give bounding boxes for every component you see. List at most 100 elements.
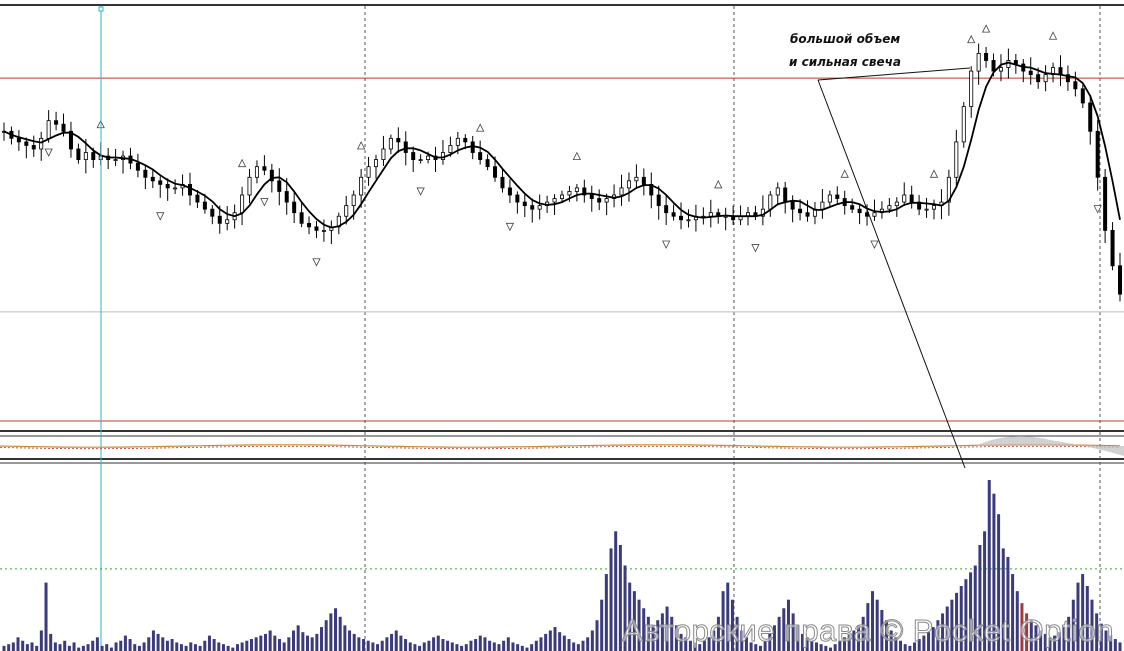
volume-bar <box>287 637 291 651</box>
volume-bar <box>95 637 99 651</box>
volume-bar <box>1043 633 1047 651</box>
volume-bar <box>455 644 459 651</box>
candle-body <box>634 176 639 182</box>
volume-bar <box>357 637 361 651</box>
volume-bar <box>1039 630 1043 651</box>
volume-bar <box>245 640 249 651</box>
volume-bar <box>656 620 660 651</box>
volume-bar <box>693 642 697 651</box>
volume-bar <box>777 616 781 651</box>
volume-bar <box>343 625 347 651</box>
volume-bar <box>460 645 464 651</box>
volume-bar <box>828 647 832 651</box>
volume-bar <box>488 640 492 651</box>
volume-bar <box>324 620 328 651</box>
candle-body <box>195 194 200 203</box>
volume-bar <box>885 620 889 651</box>
volume-bar <box>871 591 875 651</box>
volume-bar <box>77 647 81 651</box>
volume-bar <box>296 625 300 651</box>
volume-bar <box>572 642 576 651</box>
candle-body <box>522 201 527 207</box>
candle-body <box>619 187 624 196</box>
volume-bar <box>301 632 305 651</box>
volume-bar <box>707 637 711 651</box>
fractal-down-marker <box>260 198 269 207</box>
volume-bar <box>203 640 207 651</box>
volume-bar <box>1015 591 1019 651</box>
candle-body <box>991 60 996 72</box>
volume-bar <box>446 640 450 651</box>
volume-bar <box>240 642 244 651</box>
volume-bar <box>427 640 431 651</box>
candle-body <box>1073 81 1078 90</box>
volume-bar <box>63 640 67 651</box>
volume-bar <box>483 637 487 651</box>
candle-body <box>165 183 170 189</box>
volume-bar <box>212 639 216 651</box>
volume-bar <box>945 606 949 651</box>
candle-body <box>679 215 684 221</box>
candle-body <box>478 152 483 161</box>
volume-bar <box>866 603 870 651</box>
fractal-up-marker <box>572 151 582 160</box>
volume-bar <box>632 591 636 651</box>
volume-bar <box>1025 613 1029 651</box>
volume-bar <box>1062 627 1066 651</box>
candle-body <box>798 208 803 214</box>
candle-body <box>269 169 274 182</box>
candle-body <box>537 205 542 210</box>
volume-bar <box>334 608 338 651</box>
volume-bar <box>763 640 767 651</box>
volume-bar <box>1053 635 1057 651</box>
candle-body <box>83 152 88 161</box>
volume-bar <box>814 642 818 651</box>
candle-body <box>976 53 981 72</box>
volume-bar <box>221 644 225 651</box>
candle-body <box>1058 67 1063 76</box>
volume-bar <box>119 640 123 651</box>
volume-bar <box>857 625 861 651</box>
volume-bar <box>1095 613 1099 651</box>
volume-bar <box>441 639 445 651</box>
candle-body <box>247 176 252 196</box>
volume-bar <box>320 627 324 651</box>
volume-bar <box>927 632 931 651</box>
candle-body <box>902 194 907 203</box>
volume-bar <box>590 630 594 651</box>
candle-body <box>894 201 899 207</box>
volume-bar <box>371 642 375 651</box>
fractal-down-marker <box>505 222 515 232</box>
volume-bar <box>306 635 310 651</box>
candle-body <box>448 145 453 153</box>
volume-bar <box>642 608 646 651</box>
candle-body <box>440 152 445 161</box>
annotation-line-1: большой объем <box>790 32 901 46</box>
annotation-pointer-candle <box>817 67 971 81</box>
volume-bar <box>665 606 669 651</box>
volume-bar <box>987 480 991 651</box>
volume-bar <box>530 644 534 651</box>
fractal-up-marker <box>476 123 485 132</box>
candle-body <box>455 137 460 146</box>
volume-bar <box>581 640 585 651</box>
volume-bar <box>404 639 408 651</box>
volume-bar <box>1029 620 1033 651</box>
volume-bar <box>800 633 804 651</box>
volume-bar <box>913 642 917 651</box>
indicator-line-red <box>0 445 1121 450</box>
volume-bar <box>147 637 151 651</box>
candle-body <box>225 219 230 224</box>
candle-body <box>1080 88 1085 104</box>
fractal-up-marker <box>714 180 723 189</box>
volume-bar <box>875 599 879 651</box>
fractal-up-marker <box>981 24 991 33</box>
volume-bar <box>749 642 753 651</box>
candle-body <box>1095 130 1100 178</box>
volume-bar <box>408 642 412 651</box>
candle-body <box>373 159 378 168</box>
volume-bar <box>1071 599 1075 651</box>
candle-body <box>775 187 780 196</box>
volume-bar <box>511 642 515 651</box>
volume-bar <box>123 635 127 651</box>
